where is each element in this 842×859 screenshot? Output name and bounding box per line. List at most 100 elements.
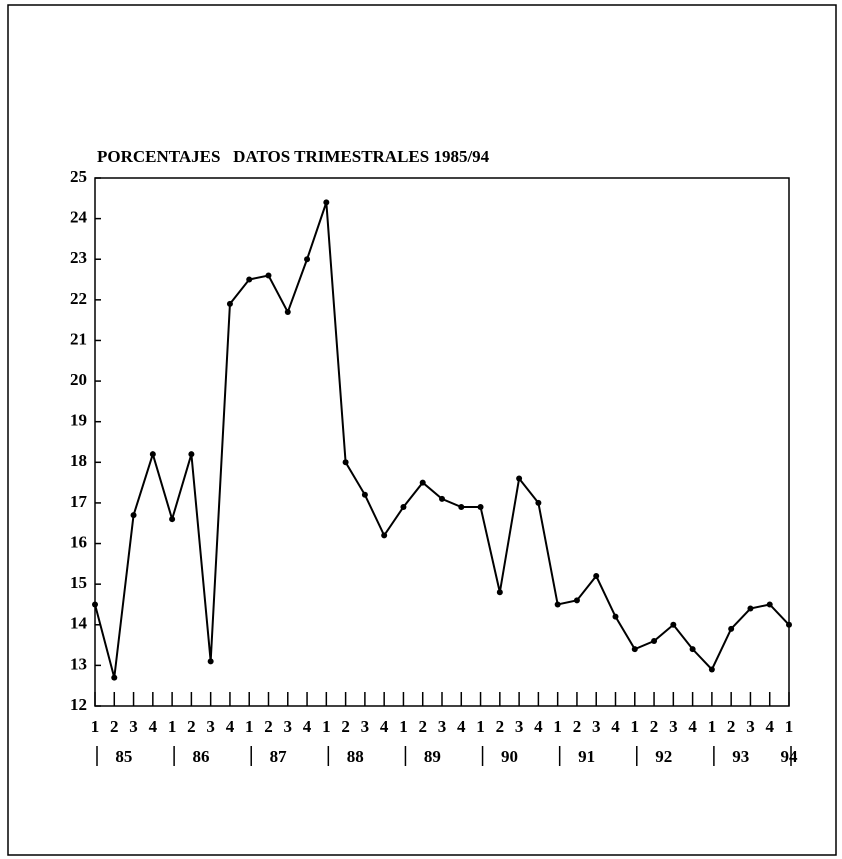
year-label: 93 [732,747,749,766]
frame [7,4,837,856]
x-tick-label: 4 [457,717,466,736]
data-point [361,491,368,498]
y-tick-label: 14 [70,614,88,633]
x-tick-label: 1 [631,717,640,736]
y-tick-label: 19 [70,411,87,430]
year-label: 89 [424,747,441,766]
y-tick-label: 17 [70,492,88,511]
data-point [265,272,272,279]
chart-title: PORCENTAJES DATOS TRIMESTRALES 1985/94 [97,147,490,166]
x-tick-label: 4 [226,717,235,736]
x-tick-label: 2 [187,717,196,736]
x-tick-label: 1 [168,717,177,736]
data-point [284,309,291,316]
data-point [670,621,677,628]
y-tick-label: 24 [70,208,88,227]
x-tick-label: 3 [206,717,215,736]
x-tick-label: 1 [708,717,717,736]
data-point [516,475,523,482]
x-tick-label: 3 [592,717,601,736]
year-label: 94 [781,747,799,766]
x-tick-label: 3 [746,717,755,736]
x-tick-label: 2 [341,717,350,736]
data-point [342,459,349,466]
plot-area [94,177,790,707]
data-point [689,646,696,653]
year-label: 86 [193,747,210,766]
data-point [786,621,792,628]
x-tick-label: 1 [399,717,408,736]
y-tick-label: 18 [70,451,87,470]
data-point [149,451,156,458]
y-tick-label: 25 [70,167,87,186]
y-tick-label: 22 [70,289,87,308]
x-tick-label: 2 [573,717,582,736]
x-tick-label: 3 [361,717,370,736]
data-point [766,601,773,608]
data-line [94,202,790,678]
x-tick-label: 1 [322,717,331,736]
year-label: 87 [270,747,288,766]
x-tick-label: 3 [284,717,293,736]
data-point [130,512,137,519]
x-tick-label: 1 [785,717,794,736]
year-label: 85 [115,747,132,766]
data-point [496,589,503,596]
data-point [188,451,195,458]
y-tick-label: 12 [70,695,87,714]
x-tick-label: 4 [688,717,697,736]
x-tick-label: 1 [476,717,485,736]
x-tick-label: 3 [669,717,678,736]
x-tick-label: 2 [264,717,273,736]
data-point [458,503,465,510]
data-point [92,601,98,608]
y-tick-label: 16 [70,532,87,551]
data-point [323,199,330,206]
data-point [381,532,388,539]
data-point [747,605,754,612]
data-point [631,646,638,653]
x-tick-label: 2 [418,717,427,736]
data-point [477,503,484,510]
x-tick-label: 4 [303,717,312,736]
data-point [246,276,253,283]
y-tick-label: 21 [70,329,87,348]
x-tick-label: 4 [611,717,620,736]
year-label: 90 [501,747,518,766]
y-tick-label: 23 [70,248,87,267]
year-label: 91 [578,747,595,766]
x-tick-label: 4 [765,717,774,736]
data-point [419,479,426,486]
data-point [111,674,118,681]
x-tick-label: 2 [650,717,659,736]
x-tick-label: 4 [149,717,158,736]
y-tick-label: 20 [70,370,87,389]
data-point [612,613,619,620]
x-tick-label: 1 [245,717,254,736]
data-point [728,625,735,632]
year-label: 88 [347,747,364,766]
x-tick-label: 4 [380,717,389,736]
x-tick-label: 2 [727,717,736,736]
y-tick-label: 13 [70,654,87,673]
x-tick-label: 2 [110,717,119,736]
data-point [708,666,715,673]
data-point [400,503,407,510]
x-tick-label: 2 [496,717,505,736]
x-tick-label: 3 [129,717,138,736]
year-label: 92 [655,747,672,766]
data-point [593,573,600,580]
x-tick-label: 3 [438,717,447,736]
x-tick-label: 1 [91,717,100,736]
data-point [439,495,445,502]
data-point [207,658,214,665]
x-tick-label: 4 [534,717,543,736]
data-point [226,300,233,307]
data-point [169,516,176,523]
x-tick-label: 1 [553,717,562,736]
x-tick-label: 3 [515,717,524,736]
data-point [554,601,561,608]
y-tick-label: 15 [70,573,87,592]
data-point [651,638,658,645]
